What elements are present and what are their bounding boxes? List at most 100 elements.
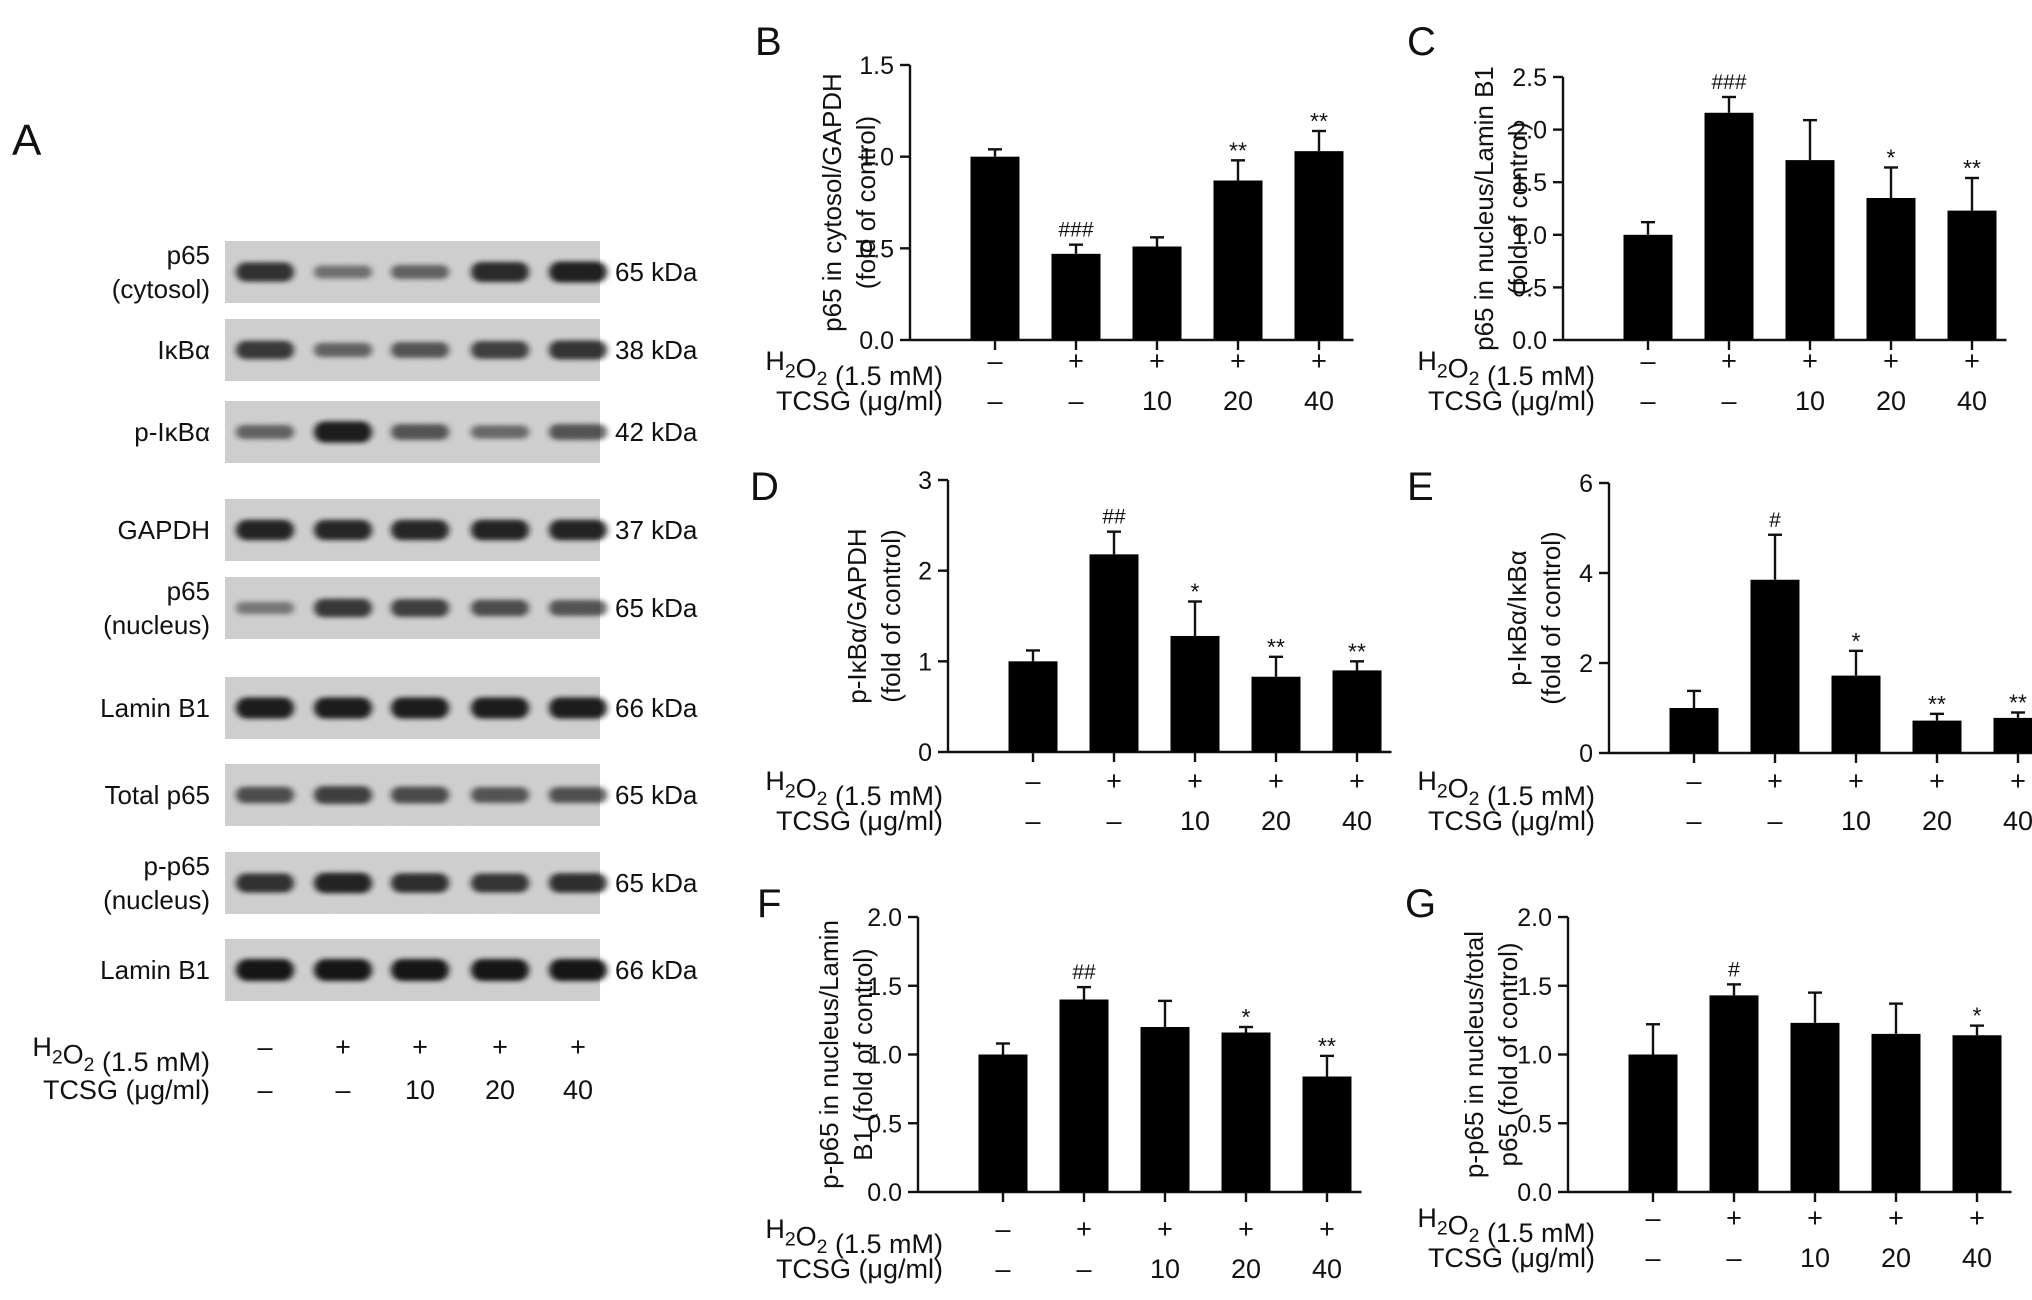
blot-label: IκBα: [157, 335, 210, 365]
y-tick-label: 0: [1579, 740, 1593, 768]
blot-label: GAPDH: [118, 515, 210, 545]
panel-letter: D: [750, 465, 779, 509]
panel-letter: E: [1407, 465, 1434, 509]
significance-mark: **: [1963, 155, 1981, 181]
y-axis-label-line: p-p65 in nucleus/total: [1459, 931, 1489, 1178]
blot-band: [314, 421, 372, 443]
treatment-value: +: [1230, 346, 1246, 376]
blot-band: [549, 519, 607, 541]
blot-band: [236, 873, 294, 893]
blot-band: [236, 340, 294, 360]
bar: [1947, 210, 1997, 340]
treatment-value: 10: [1150, 1254, 1180, 1284]
y-axis-label-line: p-IκBα/IκBα: [1502, 550, 1532, 686]
panel-letter: F: [757, 882, 781, 926]
treatment-value: +: [570, 1032, 586, 1062]
bar: [1051, 253, 1101, 340]
treatment-value: –: [335, 1075, 350, 1105]
blot-row: p-p65 (nucleus) 65 kDa: [103, 851, 698, 915]
treatment-value: –: [1640, 346, 1655, 376]
treatment-value: +: [1076, 1214, 1092, 1244]
significance-mark: **: [2009, 690, 2027, 716]
blot-band: [314, 872, 372, 894]
blot-band: [471, 519, 529, 541]
treatment-value: 10: [1800, 1243, 1830, 1273]
bar-chart-G: G 0.0 0.5 1.0 1.5 2.0 # * p-p65 in nucleus/total…: [1405, 882, 2012, 1273]
y-tick-label: 0.0: [1512, 327, 1547, 355]
y-tick-label: 1.0: [859, 144, 894, 172]
treatment-value: +: [1767, 766, 1783, 796]
y-tick-label: 0.0: [867, 1179, 902, 1207]
blot-label: (nucleus): [103, 885, 210, 915]
y-tick-label: 0.5: [867, 1110, 902, 1138]
treatment-value: +: [1238, 1214, 1254, 1244]
treatment-value: +: [1157, 1214, 1173, 1244]
blot-band: [314, 265, 372, 279]
y-tick-label: 0.5: [859, 235, 894, 263]
blot-label: Total p65: [104, 780, 210, 810]
treatment-value: –: [995, 1254, 1010, 1284]
panel-letter: B: [755, 20, 782, 64]
treatment-value: –: [995, 1214, 1010, 1244]
treatment-value: 20: [485, 1075, 515, 1105]
treatment-value: 40: [2003, 806, 2032, 836]
treatment-value: –: [1106, 806, 1121, 836]
treatment-value: +: [1929, 766, 1945, 796]
treatment-value: 20: [1231, 1254, 1261, 1284]
blot-band: [471, 873, 529, 893]
blot-label: p-IκBα: [134, 417, 210, 447]
blot-kda-label: 65 kDa: [615, 593, 698, 623]
treatment-value: –: [1025, 806, 1040, 836]
blot-band: [314, 697, 372, 719]
y-tick-label: 3: [918, 467, 932, 495]
bar: [1132, 246, 1182, 340]
bar: [1140, 1027, 1190, 1192]
bar: [1294, 151, 1344, 340]
treatment-row-label: TCSG (μg/ml): [776, 386, 943, 416]
blot-kda-label: 65 kDa: [615, 780, 698, 810]
blot-label: p65: [167, 576, 210, 606]
bar: [1704, 112, 1754, 340]
blot-row: p-IκBα 42 kDa: [134, 401, 698, 463]
blot-band: [391, 519, 449, 541]
blot-band: [236, 697, 294, 719]
treatment-value: +: [412, 1032, 428, 1062]
treatment-value: +: [1187, 766, 1203, 796]
treatment-row-label: TCSG (μg/ml): [776, 806, 943, 836]
treatment-row-label: H2O2 (1.5 mM): [32, 1032, 210, 1077]
treatment-value: –: [1721, 386, 1736, 416]
treatment-value: 40: [1962, 1243, 1992, 1273]
blot-band: [391, 873, 449, 893]
blot-band: [549, 424, 607, 440]
treatment-value: –: [1076, 1254, 1091, 1284]
blot-band: [391, 599, 449, 617]
treatment-value: 40: [1312, 1254, 1342, 1284]
blot-band: [314, 342, 372, 358]
y-tick-label: 1.5: [867, 973, 902, 1001]
treatment-row-label: H2O2 (1.5 mM): [765, 346, 943, 391]
blot-row: p65 (cytosol) 65 kDa: [112, 240, 698, 304]
treatment-value: +: [1349, 766, 1365, 796]
blot-kda-label: 38 kDa: [615, 335, 698, 365]
bar-chart-panels: B0.00.51.01.5###****p65 in cytosol/GAPDH…: [750, 20, 2032, 1284]
treatment-value: 10: [1142, 386, 1172, 416]
blot-band: [549, 873, 607, 893]
y-tick-label: 2.5: [1512, 64, 1547, 92]
bar: [978, 1054, 1028, 1192]
blot-band: [549, 786, 607, 804]
treatment-value: +: [1268, 766, 1284, 796]
treatment-value: +: [2010, 766, 2026, 796]
blot-band: [236, 959, 294, 981]
bar: [1170, 635, 1220, 752]
blot-band: [391, 786, 449, 804]
bar: [1332, 670, 1382, 752]
significance-mark: #: [1728, 958, 1740, 981]
blot-band: [471, 697, 529, 719]
blot-band: [549, 261, 607, 283]
blot-label: (cytosol): [112, 274, 210, 304]
y-axis-label-line: p65 in nucleus/Lamin B1: [1469, 66, 1499, 351]
treatment-value: –: [1645, 1203, 1660, 1233]
significance-mark: ###: [1058, 219, 1093, 242]
